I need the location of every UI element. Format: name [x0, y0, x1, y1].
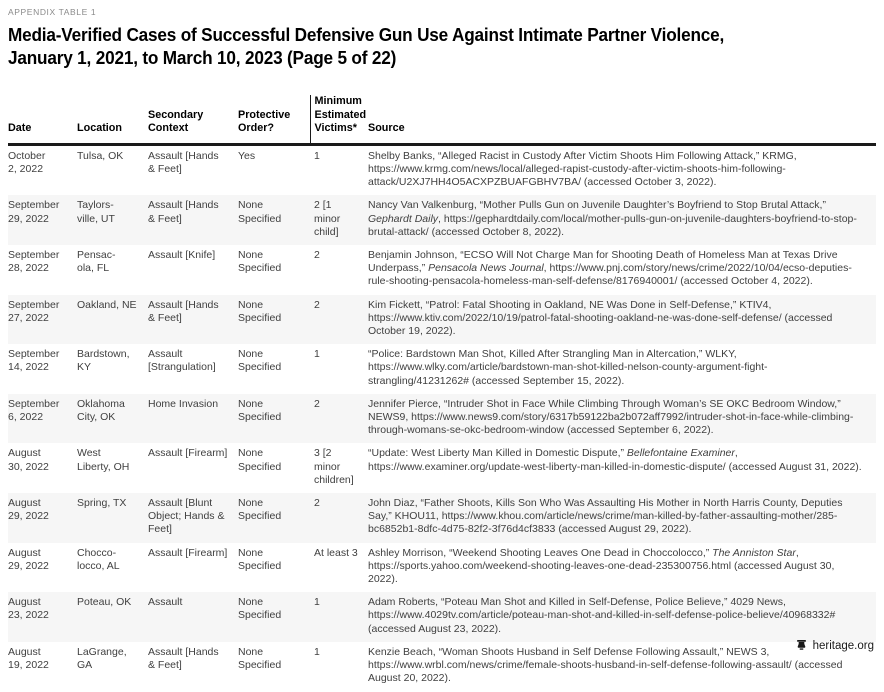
cell-order: None Specified [238, 645, 282, 672]
cell-order: None Specified [238, 546, 282, 572]
cell-context: Assault [Hands & Feet] [148, 149, 219, 175]
table-header-row: Date Location Secondary Context Protective … [8, 95, 876, 146]
cell-source: Nancy Van Valkenburg, “Mother Pulls Gun … [368, 199, 857, 238]
cell-location: Chocco- locco, AL [77, 546, 120, 572]
cell-location: Tulsa, OK [77, 149, 124, 162]
cell-source: “Police: Bardstown Man Shot, Killed Afte… [368, 348, 768, 387]
cell-victims: 3 [2 minor children] [314, 447, 354, 486]
cell-date: September 27, 2022 [8, 298, 60, 324]
cell-source: John Diaz, “Father Shoots, Kills Son Who… [368, 497, 843, 536]
page-title-line2: January 1, 2021, to March 10, 2023 (Page… [8, 47, 397, 68]
table-row: August 29, 2022 Chocco- locco, AL Assault … [8, 543, 876, 593]
cell-victims: 2 [1 minor child] [314, 199, 341, 238]
cell-source: Adam Roberts, “Poteau Man Shot and Kille… [368, 596, 836, 635]
cell-date: October 2, 2022 [8, 149, 46, 175]
table-row: September 28, 2022 Pensac- ola, FL Assault… [8, 245, 876, 295]
cell-context: Assault [Hands & Feet] [148, 199, 219, 225]
cell-context: Assault [Knife] [148, 249, 216, 262]
cell-order: None Specified [238, 298, 282, 324]
cell-victims: 2 [314, 497, 320, 510]
cell-date: August 29, 2022 [8, 546, 49, 572]
cell-victims: 1 [314, 645, 320, 658]
cell-victims: 1 [314, 348, 320, 361]
col-header-source: Source [368, 95, 876, 146]
cell-order: None Specified [238, 397, 282, 424]
cell-order: None Specified [238, 199, 282, 225]
cell-date: August 19, 2022 [8, 645, 49, 672]
cell-location: LaGrange, GA [77, 645, 127, 672]
cell-location: Poteau, OK [77, 596, 132, 609]
col-header-victims: Minimum Estimated Victims* [309, 95, 368, 146]
cases-table: Date Location Secondary Context Protective … [8, 95, 876, 691]
table-row: October 2, 2022 Tulsa, OK Assault [Hands &… [8, 144, 876, 195]
table-row: September 27, 2022 Oakland, NE Assault [Ha… [8, 294, 876, 345]
footer-site: heritage.org [812, 639, 874, 652]
cell-source: Kim Fickett, “Patrol: Fatal Shooting in … [368, 298, 833, 338]
cell-date: September 28, 2022 [8, 249, 60, 275]
cell-context: Assault [Firearm] [148, 447, 228, 460]
cell-source: Shelby Banks, “Alleged Racist in Custody… [368, 149, 797, 189]
col-header-location: Location [77, 95, 148, 146]
cell-victims: 2 [314, 298, 320, 311]
cell-date: August 30, 2022 [8, 447, 49, 473]
table-body: October 2, 2022 Tulsa, OK Assault [Hands &… [8, 144, 876, 691]
cell-source: “Update: West Liberty Man Killed in Dome… [368, 447, 862, 473]
cell-date: August 29, 2022 [8, 497, 49, 523]
heritage-bell-icon [795, 639, 808, 652]
cell-location: Spring, TX [77, 497, 127, 510]
cell-context: Assault [Strangulation] [148, 348, 216, 374]
cell-date: August 23, 2022 [8, 596, 49, 622]
cell-location: West Liberty, OH [77, 447, 130, 473]
col-header-date: Date [8, 95, 77, 146]
cell-victims: At least 3 [314, 546, 358, 559]
page-title-line1: Media-Verified Cases of Successful Defen… [8, 25, 725, 45]
cell-order: None Specified [238, 348, 282, 374]
cell-context: Assault [Blunt Object; Hands & Feet] [148, 497, 225, 536]
cell-location: Taylors- ville, UT [77, 199, 115, 225]
page-footer: heritage.org [795, 639, 874, 652]
cell-order: None Specified [238, 249, 282, 275]
col-header-order: Protective Order? [238, 95, 310, 146]
cell-date: September 6, 2022 [8, 397, 60, 424]
cell-context: Assault [148, 596, 183, 609]
cell-date: September 14, 2022 [8, 348, 60, 374]
table-row: September 6, 2022 Oklahoma City, OK Home I… [8, 393, 876, 444]
cell-order: None Specified [238, 497, 282, 523]
cell-victims: 1 [314, 149, 320, 162]
cell-victims: 2 [314, 397, 320, 410]
page-title: Media-Verified Cases of Successful Defen… [8, 24, 837, 69]
cell-location: Pensac- ola, FL [77, 249, 116, 275]
cell-victims: 2 [314, 249, 320, 262]
cell-source: Benjamin Johnson, “ECSO Will Not Charge … [368, 249, 852, 288]
cell-context: Assault [Hands & Feet] [148, 298, 219, 324]
cell-context: Assault [Firearm] [148, 546, 228, 559]
cell-order: None Specified [238, 447, 282, 473]
col-header-context: Secondary Context [148, 95, 238, 146]
cell-date: September 29, 2022 [8, 199, 60, 225]
table-row: September 29, 2022 Taylors- ville, UT Assa… [8, 195, 876, 246]
table-row: August 30, 2022 West Liberty, OH Assault [… [8, 443, 876, 493]
cell-order: Yes [238, 149, 256, 162]
cell-context: Assault [Hands & Feet] [148, 645, 219, 672]
table-row: September 14, 2022 Bardstown, KY Assault [… [8, 344, 876, 394]
table-row: August 23, 2022 Poteau, OK Assault None Spe… [8, 592, 876, 642]
cell-order: None Specified [238, 596, 282, 622]
table-kicker: APPENDIX TABLE 1 [8, 7, 97, 17]
cell-victims: 1 [314, 596, 320, 609]
cell-location: Oakland, NE [77, 298, 137, 311]
cell-source: Jennifer Pierce, “Intruder Shot in Face … [368, 397, 854, 437]
cell-context: Home Invasion [148, 397, 219, 410]
cell-location: Bardstown, KY [77, 348, 130, 374]
table-row: August 19, 2022 LaGrange, GA Assault [Hand… [8, 642, 876, 692]
cell-source: Ashley Morrison, “Weekend Shooting Leave… [368, 546, 835, 586]
cell-location: Oklahoma City, OK [77, 397, 125, 424]
table-row: August 29, 2022 Spring, TX Assault [Blunt … [8, 493, 876, 543]
